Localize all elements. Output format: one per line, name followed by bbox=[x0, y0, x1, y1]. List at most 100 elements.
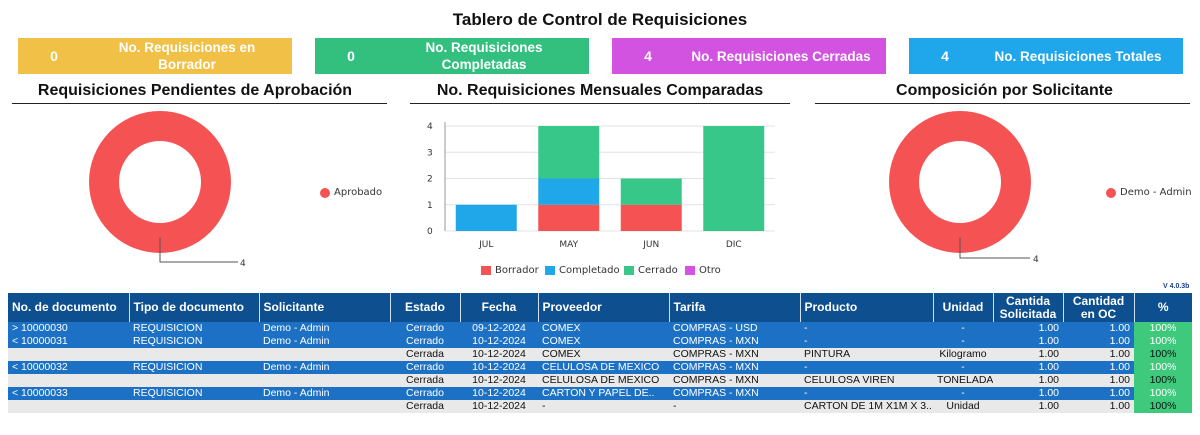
x-tick-label: JUL bbox=[478, 240, 493, 250]
cell-cantidad-oc: 1.00 bbox=[1063, 348, 1134, 361]
cell-proveedor: COMEX bbox=[538, 335, 669, 348]
kpi-cerradas[interactable]: 4 No. Requisiciones Cerradas bbox=[612, 38, 886, 74]
cell-tarifa: COMPRAS - MXN bbox=[669, 387, 800, 400]
cell-documento[interactable]: < 10000032 bbox=[8, 361, 129, 374]
section-divider bbox=[12, 103, 387, 104]
legend-swatch bbox=[624, 266, 634, 275]
cell-percent: 100% bbox=[1134, 348, 1192, 361]
cell-documento[interactable]: < 10000031 bbox=[8, 335, 129, 348]
donut-slice-demo-admin[interactable] bbox=[889, 111, 1031, 253]
y-tick-label: 1 bbox=[427, 201, 433, 211]
legend-label: Otro bbox=[699, 265, 721, 276]
legend-swatch bbox=[1106, 187, 1116, 198]
cell-tarifa: COMPRAS - MXN bbox=[669, 361, 800, 374]
legend-swatch bbox=[320, 187, 330, 198]
cell-proveedor: CARTON Y PAPEL DE.. bbox=[538, 387, 669, 400]
legend-label: Borrador bbox=[495, 265, 539, 276]
col-header-percent[interactable]: % bbox=[1133, 293, 1192, 322]
cell-unidad: - bbox=[933, 335, 993, 348]
table-row[interactable]: < 10000033 REQUISICION Demo - Admin Cerrado… bbox=[8, 387, 1192, 400]
table-subrow[interactable]: Cerrada 10-12-2024- - CARTON DE 1M X1M X 3.… bbox=[8, 400, 1192, 413]
donut-chart-composition: 4 bbox=[889, 111, 1039, 265]
legend-swatch bbox=[545, 266, 555, 275]
kpi-label: No. Requisiciones Cerradas bbox=[691, 48, 871, 64]
version-label: V 4.0.3b bbox=[1163, 283, 1190, 290]
col-header-cantidad-solicitada[interactable]: Cantida Solicitada bbox=[992, 293, 1063, 322]
requisitions-table: No. de documento Tipo de documento Solic… bbox=[8, 293, 1192, 413]
legend-item-demo-admin[interactable]: Demo - Admin bbox=[1106, 187, 1192, 198]
legend-label: Demo - Admin bbox=[1120, 187, 1192, 198]
cell-solicitante: Demo - Admin bbox=[259, 361, 390, 374]
col-header-tipo[interactable]: Tipo de documento bbox=[128, 293, 259, 322]
cell-tarifa: COMPRAS - MXN bbox=[669, 335, 800, 348]
cell-fecha: 10-12-2024 bbox=[460, 361, 538, 374]
col-header-proveedor[interactable]: Proveedor bbox=[537, 293, 669, 322]
cell-documento bbox=[8, 374, 129, 387]
cell-documento bbox=[8, 348, 129, 361]
cell-unidad: TONELADA bbox=[933, 374, 993, 387]
cell-fecha: 10-12-2024 bbox=[460, 400, 538, 413]
cell-unidad: Unidad bbox=[933, 400, 993, 413]
table-row[interactable]: < 10000031 REQUISICION Demo - Admin Cerrado… bbox=[8, 335, 1192, 348]
bar-cerrado-may[interactable] bbox=[538, 126, 600, 179]
col-header-solicitante[interactable]: Solicitante bbox=[258, 293, 390, 322]
cell-documento[interactable]: > 10000030 bbox=[8, 322, 129, 335]
col-header-estado[interactable]: Estado bbox=[389, 293, 460, 322]
legend-item-otro[interactable]: Otro bbox=[685, 265, 721, 276]
cell-tipo bbox=[129, 348, 259, 361]
legend-item-cerrado[interactable]: Cerrado bbox=[624, 265, 678, 276]
cell-documento[interactable]: < 10000033 bbox=[8, 387, 129, 400]
kpi-value: 4 bbox=[941, 48, 949, 64]
legend-item-aprobado[interactable]: Aprobado bbox=[320, 187, 382, 198]
table-row[interactable]: < 10000032 REQUISICION Demo - Admin Cerrado… bbox=[8, 361, 1192, 374]
kpi-completadas[interactable]: 0 No. Requisiciones Completadas bbox=[315, 38, 589, 74]
cell-unidad: - bbox=[933, 387, 993, 400]
bar-cerrado-dic[interactable] bbox=[703, 126, 765, 231]
bar-chart-monthly: 0 1 2 3 4 JUL MAY JUN DIC bbox=[427, 122, 775, 250]
bar-completado-may[interactable] bbox=[538, 178, 600, 205]
cell-fecha: 09-12-2024 bbox=[460, 322, 538, 335]
bar-cerrado-jun[interactable] bbox=[620, 178, 682, 205]
donut-slice-aprobado[interactable] bbox=[89, 111, 231, 253]
section-title-monthly: No. Requisiciones Mensuales Comparadas bbox=[436, 82, 764, 99]
data-label: 4 bbox=[1033, 255, 1039, 265]
cell-solicitante bbox=[259, 374, 390, 387]
cell-percent: 100% bbox=[1134, 387, 1192, 400]
page-title: Tablero de Control de Requisiciones bbox=[452, 10, 748, 29]
cell-cantidad-oc: 1.00 bbox=[1063, 361, 1134, 374]
col-header-fecha[interactable]: Fecha bbox=[459, 293, 538, 322]
cell-producto: - bbox=[800, 322, 933, 335]
legend-label: Completado bbox=[559, 265, 620, 276]
cell-unidad: - bbox=[933, 361, 993, 374]
kpi-value: 4 bbox=[644, 48, 652, 64]
legend-item-completado[interactable]: Completado bbox=[545, 265, 620, 276]
col-header-tarifa[interactable]: Tarifa bbox=[668, 293, 800, 322]
cell-fecha: 10-12-2024 bbox=[460, 374, 538, 387]
col-header-producto[interactable]: Producto bbox=[799, 293, 933, 322]
bar-borrador-jun[interactable] bbox=[620, 204, 682, 231]
cell-tipo bbox=[129, 400, 259, 413]
table-subrow[interactable]: Cerrada 10-12-2024 CELULOSA DE MEXICO COMPR… bbox=[8, 374, 1192, 387]
kpi-label: No. Requisiciones Completadas bbox=[425, 40, 543, 72]
kpi-value: 0 bbox=[50, 48, 58, 64]
cell-cantidad-oc: 1.00 bbox=[1063, 374, 1134, 387]
section-title-pending: Requisiciones Pendientes de Aprobación bbox=[37, 82, 353, 99]
y-tick-label: 3 bbox=[427, 148, 433, 158]
y-tick-label: 0 bbox=[427, 227, 433, 237]
kpi-borrador[interactable]: 0 No. Requisiciones en Borrador bbox=[18, 38, 292, 74]
col-header-unidad[interactable]: Unidad bbox=[932, 293, 993, 322]
cell-producto: PINTURA bbox=[800, 348, 933, 361]
cell-proveedor: COMEX bbox=[538, 348, 669, 361]
cell-tarifa: COMPRAS - USD bbox=[669, 322, 800, 335]
x-tick-label: MAY bbox=[559, 240, 578, 250]
table-row[interactable]: > 10000030 REQUISICION Demo - Admin Cerrado… bbox=[8, 322, 1192, 335]
col-header-documento[interactable]: No. de documento bbox=[8, 293, 129, 322]
bar-borrador-may[interactable] bbox=[538, 204, 600, 231]
bar-completado-jul[interactable] bbox=[455, 204, 517, 231]
x-tick-label: DIC bbox=[726, 240, 742, 250]
legend-item-borrador[interactable]: Borrador bbox=[481, 265, 539, 276]
col-header-cantidad-oc[interactable]: Cantidad en OC bbox=[1062, 293, 1134, 322]
kpi-totales[interactable]: 4 No. Requisiciones Totales bbox=[909, 38, 1183, 74]
section-divider bbox=[815, 103, 1190, 104]
table-subrow[interactable]: Cerrada 10-12-2024 COMEX COMPRAS - MXN PINTU… bbox=[8, 348, 1192, 361]
